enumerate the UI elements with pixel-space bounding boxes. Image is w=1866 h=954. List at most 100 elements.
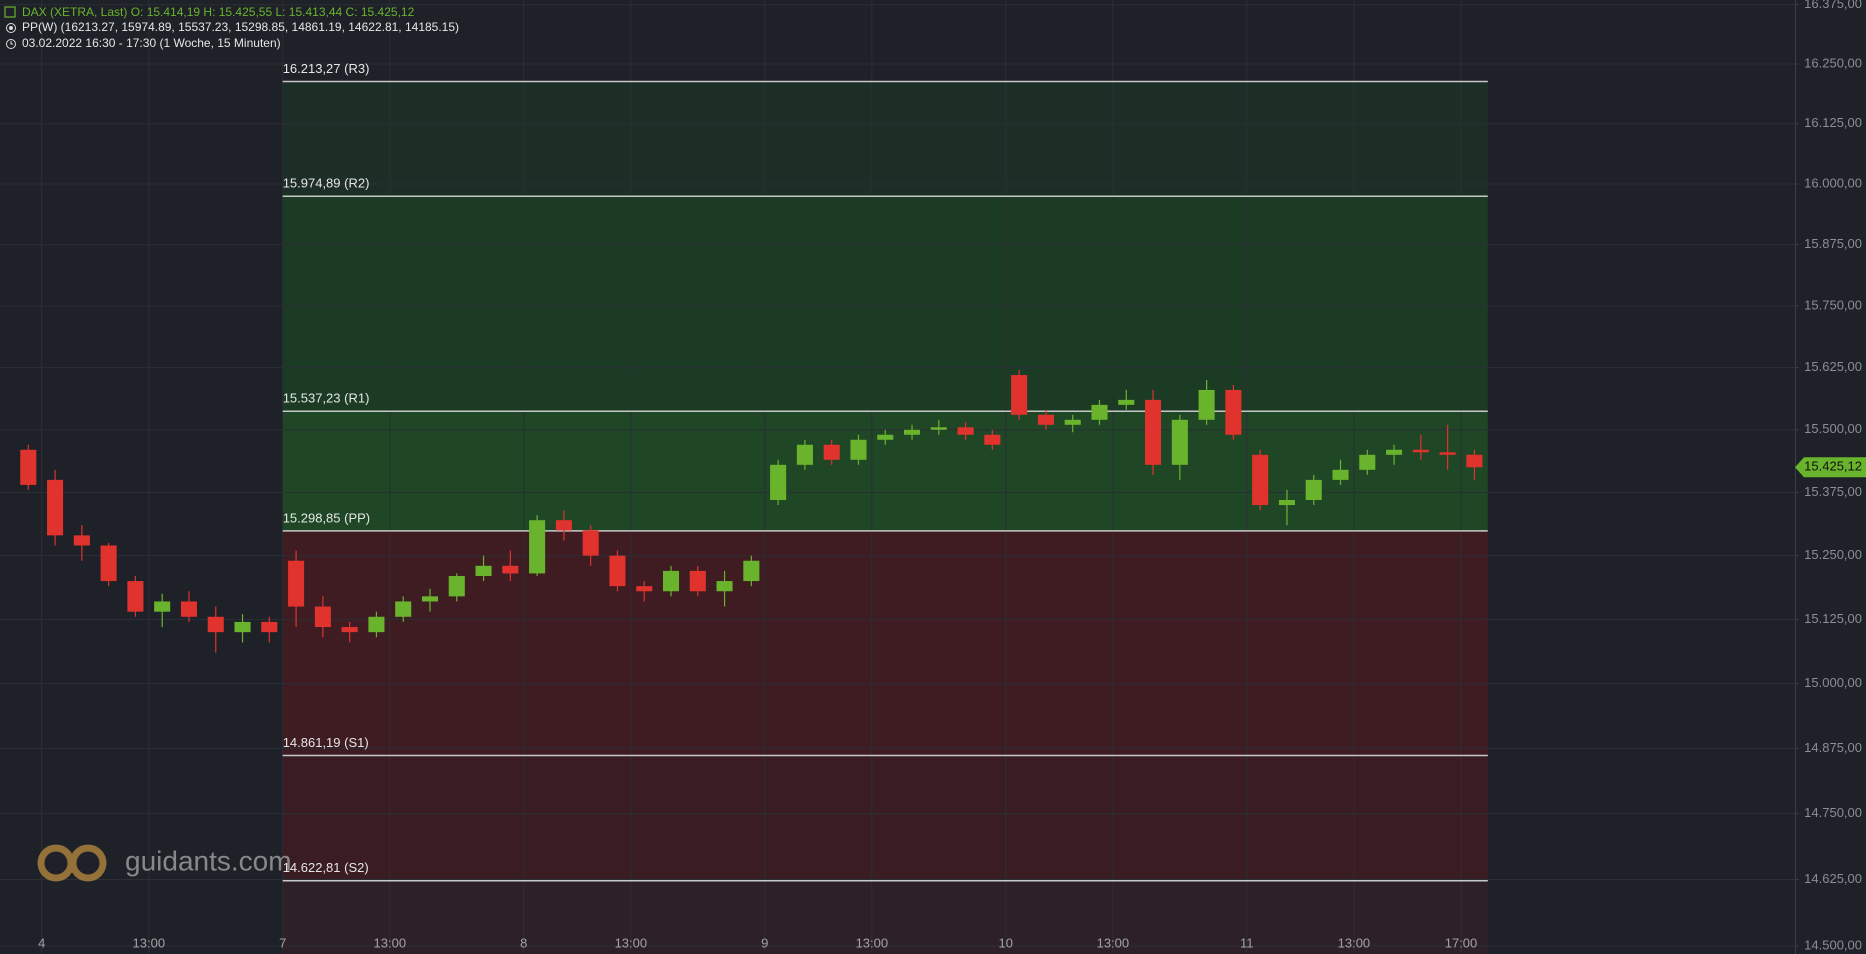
- candle-body: [823, 444, 840, 460]
- pivot-label: 15.298,85 (PP): [283, 510, 370, 525]
- candle-body: [957, 427, 974, 435]
- pivot-zone: [282, 81, 1488, 197]
- x-tick-label: 7: [279, 935, 286, 950]
- indicator-line: PP(W) (16213.27, 15974.89, 15537.23, 152…: [22, 20, 459, 34]
- candle-body: [475, 565, 492, 576]
- candle-body: [421, 596, 439, 602]
- x-tick-label: 8: [520, 935, 527, 950]
- indicator-icon-dot: [9, 26, 13, 30]
- candle-body: [1252, 454, 1269, 506]
- candle-body: [127, 581, 144, 612]
- candle-body: [261, 621, 278, 633]
- candle-body: [502, 565, 519, 574]
- pivot-zone: [282, 530, 1488, 756]
- pivot-zone: [282, 755, 1488, 881]
- candle-body: [984, 434, 1001, 445]
- y-tick-label: 14.500,00: [1804, 937, 1862, 952]
- x-tick-label: 13:00: [133, 935, 166, 950]
- x-tick-label: 9: [761, 935, 768, 950]
- candle-body: [1332, 469, 1349, 480]
- candle-body: [555, 520, 572, 531]
- y-tick-label: 16.375,00: [1804, 0, 1862, 11]
- pivot-label: 16.213,27 (R3): [283, 61, 370, 76]
- candle-body: [770, 464, 787, 501]
- candle-body: [850, 439, 867, 460]
- pivot-zone: [282, 196, 1488, 412]
- time-line: 03.02.2022 16:30 - 17:30 (1 Woche, 15 Mi…: [22, 36, 281, 50]
- candle-body: [743, 560, 760, 582]
- candle-body: [796, 444, 813, 465]
- candle-body: [154, 601, 171, 612]
- candle-body: [662, 570, 680, 592]
- y-tick-label: 16.250,00: [1804, 55, 1862, 70]
- candle-body: [1439, 452, 1456, 455]
- candle-body: [1278, 500, 1295, 506]
- candle-body: [582, 530, 599, 556]
- candle-body: [877, 434, 894, 440]
- x-tick-label: 13:00: [615, 935, 648, 950]
- watermark: guidants.com: [37, 844, 292, 882]
- y-tick-label: 14.750,00: [1804, 805, 1862, 820]
- candle-body: [1305, 479, 1322, 501]
- y-tick-label: 15.875,00: [1804, 236, 1862, 251]
- y-tick-label: 15.625,00: [1804, 359, 1862, 374]
- candle-body: [395, 601, 412, 617]
- candle-body: [529, 520, 546, 574]
- pivot-label: 14.861,19 (S1): [283, 735, 369, 750]
- grid: [0, 0, 1795, 954]
- symbol-line: DAX (XETRA, Last) O: 15.414,19 H: 15.425…: [22, 5, 415, 19]
- candle-body: [100, 545, 117, 582]
- header: DAX (XETRA, Last) O: 15.414,19 H: 15.425…: [4, 5, 459, 50]
- pivot-zone: [282, 880, 1488, 954]
- pivot-label: 14.622,81 (S2): [283, 860, 369, 875]
- candle-body: [930, 427, 947, 430]
- candle-body: [207, 616, 224, 633]
- candle-body: [341, 627, 358, 633]
- candle-body: [448, 575, 465, 597]
- x-tick-label: 17:00: [1445, 935, 1478, 950]
- candle-body: [368, 616, 385, 633]
- candles: [20, 370, 1483, 653]
- candle-body: [180, 601, 198, 617]
- candle-body: [288, 560, 305, 607]
- x-tick-label: 13:00: [374, 935, 407, 950]
- y-tick-label: 14.875,00: [1804, 740, 1862, 755]
- candle-body: [47, 479, 64, 536]
- candle-body: [1466, 454, 1483, 468]
- candle-body: [1118, 399, 1135, 405]
- candle-body: [234, 621, 251, 633]
- candle-body: [1145, 399, 1162, 465]
- last-price-label: 15.425,12: [1804, 459, 1862, 474]
- symbol-icon: [4, 6, 16, 18]
- candle-body: [1386, 449, 1403, 455]
- clock-icon: [6, 39, 16, 49]
- y-tick-label: 15.250,00: [1804, 547, 1862, 562]
- candle-body: [1359, 454, 1376, 470]
- last-price-tag: [1795, 457, 1866, 478]
- y-tick-label: 14.625,00: [1804, 871, 1862, 886]
- pivot-bands: [282, 81, 1488, 954]
- pivot-lines: 16.213,27 (R3) 15.974,89 (R2) 15.537,23 (R…: [282, 61, 1488, 882]
- y-tick-label: 16.000,00: [1804, 175, 1862, 190]
- candle-body: [314, 606, 331, 628]
- candle-body: [1091, 404, 1108, 420]
- candle-body: [1225, 389, 1242, 435]
- candle-body: [1037, 414, 1054, 425]
- x-tick-label: 4: [38, 935, 45, 950]
- y-tick-label: 15.500,00: [1804, 421, 1862, 436]
- candle-body: [73, 535, 90, 546]
- candle-body: [1064, 419, 1081, 425]
- y-axis: 16.375,00 16.250,00 16.125,00 16.000,00 15.8…: [38, 0, 1866, 952]
- candle-body: [1011, 375, 1028, 415]
- candle-body: [1412, 449, 1429, 453]
- candle-body: [716, 581, 733, 592]
- y-tick-label: 15.000,00: [1804, 675, 1862, 690]
- candle-body: [1171, 419, 1188, 465]
- indicator-icon: [6, 23, 16, 33]
- y-tick-label: 15.125,00: [1804, 611, 1862, 626]
- logo-ring: [69, 844, 107, 882]
- x-tick-label: 13:00: [856, 935, 889, 950]
- x-tick-label: 13:00: [1097, 935, 1130, 950]
